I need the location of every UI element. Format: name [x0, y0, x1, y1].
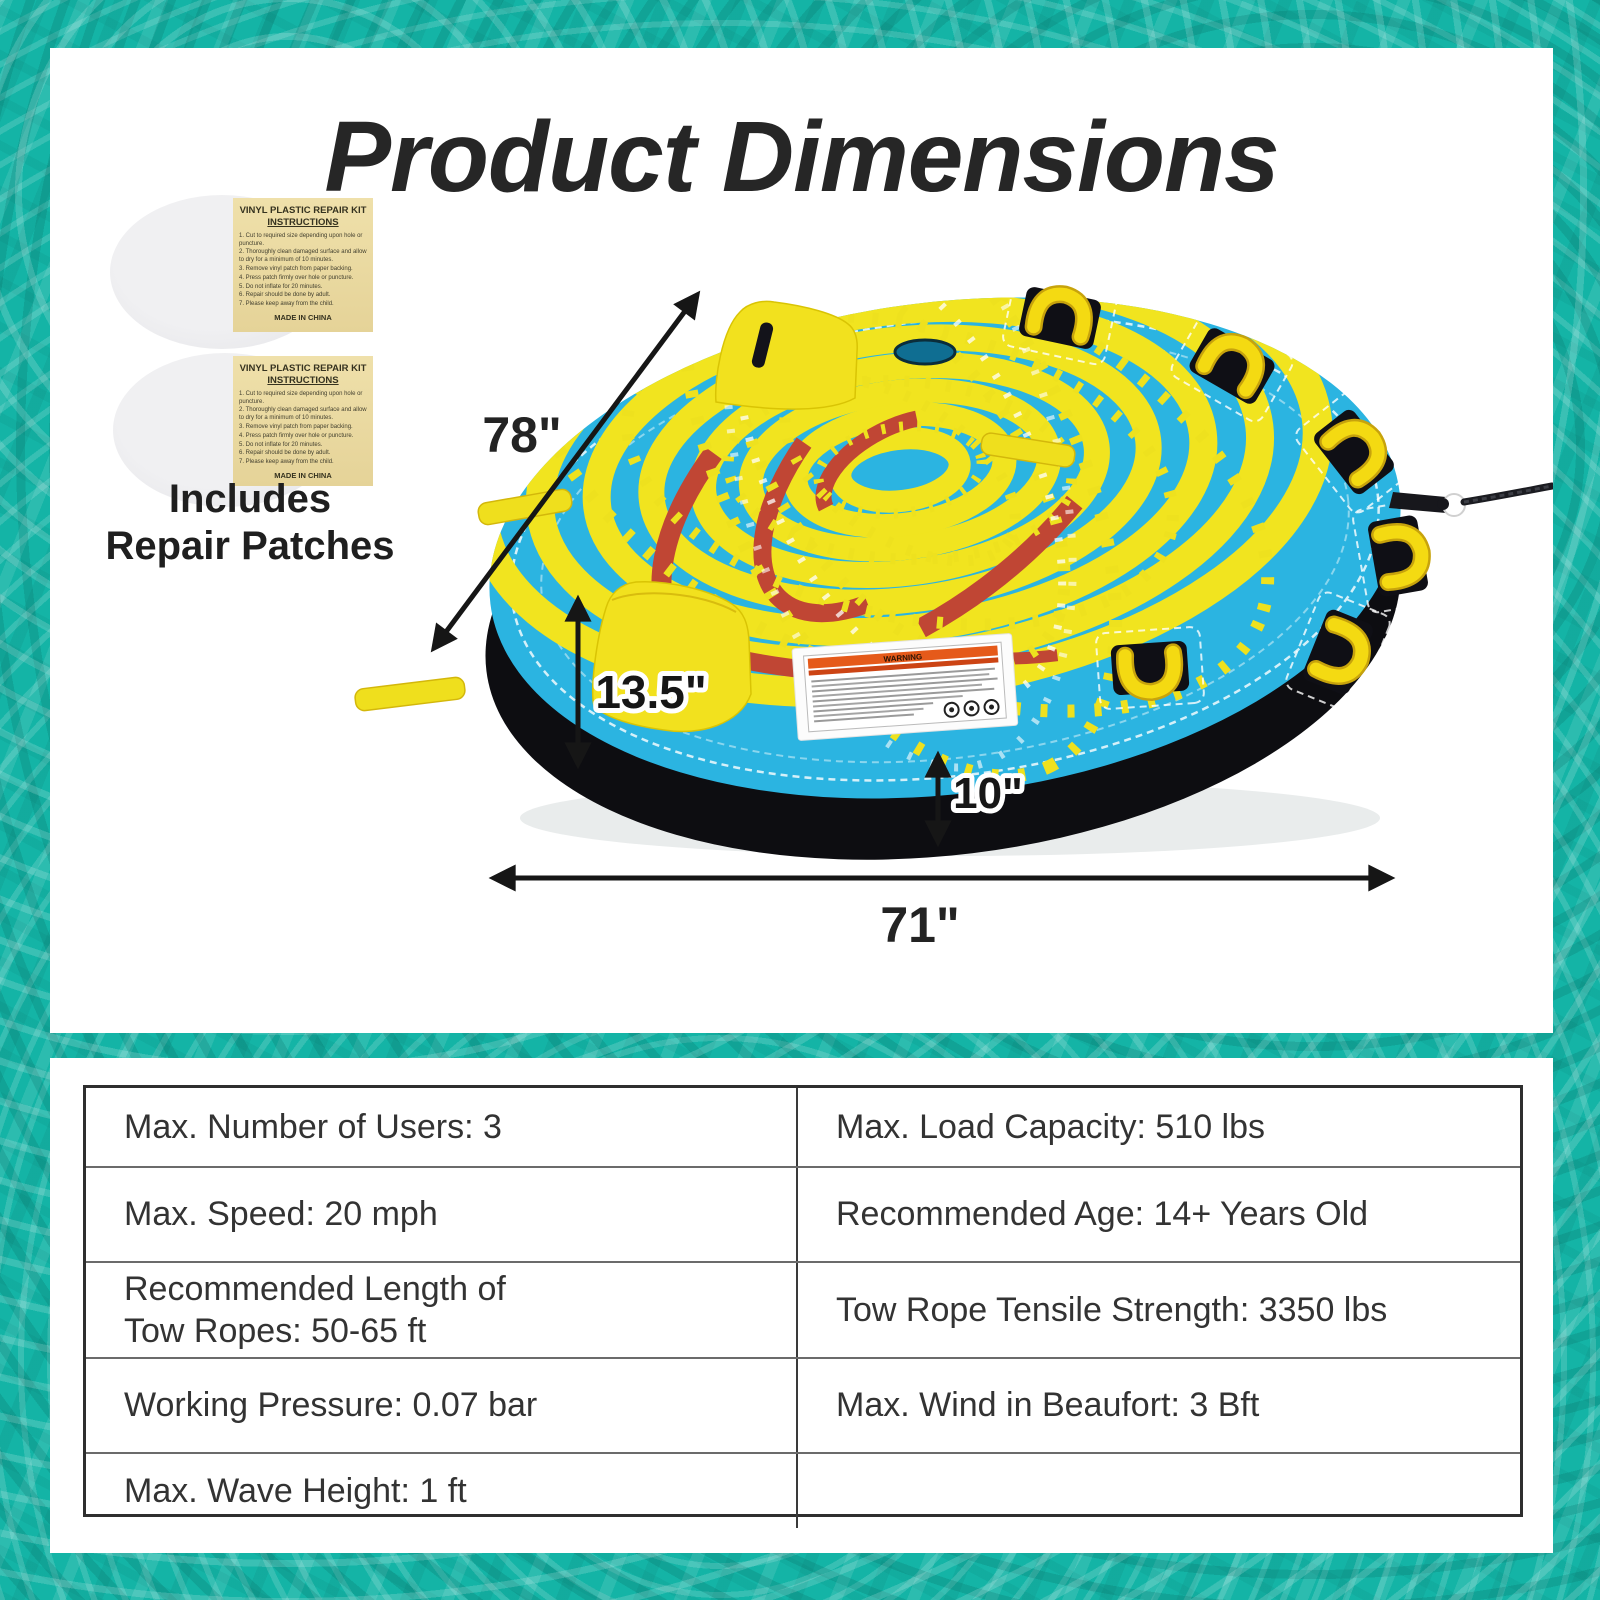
page-title: Product Dimensions: [324, 101, 1279, 213]
repair-kit-label: VINYL PLASTIC REPAIR KIT INSTRUCTIONS 1.…: [233, 198, 373, 332]
deck-strap: [980, 432, 1076, 468]
warning-label: WARNING: [791, 633, 1019, 741]
repair-kit-label-title-line1: VINYL PLASTIC REPAIR KIT: [239, 205, 367, 216]
spec-tensile-strength: Tow Rope Tensile Strength: 3350 lbs: [796, 1263, 1520, 1357]
handle-icon: [1352, 498, 1444, 614]
dimensions-panel: Product Dimensions VINYL PLASTIC REPAIR …: [50, 48, 1553, 1033]
towable-tube-illustration: WARNING: [354, 248, 1553, 953]
made-in-label: MADE IN CHINA: [274, 470, 332, 480]
spec-table: Max. Number of Users: 3 Max. Load Capaci…: [83, 1085, 1523, 1528]
instruction-line: 7. Please keep away from the child.: [239, 301, 334, 308]
table-row: Working Pressure: 0.07 bar Max. Wind in …: [86, 1357, 1520, 1452]
repair-kit-instructions: 1. Cut to required size depending upon h…: [239, 233, 367, 309]
repair-kit-label-title: VINYL PLASTIC REPAIR KIT INSTRUCTIONS: [239, 363, 367, 387]
repair-kit-label-title-line2: INSTRUCTIONS: [267, 216, 339, 228]
instruction-line: 3. Remove vinyl patch from paper backing…: [239, 265, 353, 272]
instruction-line: 7. Please keep away from the child.: [239, 459, 334, 466]
instruction-line: 2. Thoroughly clean damaged surface and …: [239, 407, 367, 422]
spec-tow-rope-length: Recommended Length of Tow Ropes: 50-65 f…: [86, 1263, 796, 1357]
spec-max-wave-height: Max. Wave Height: 1 ft: [86, 1454, 796, 1528]
instruction-line: 4. Press patch firmly over hole or punct…: [239, 432, 354, 439]
tow-rope: [1389, 482, 1553, 517]
spec-text: Working Pressure: 0.07 bar: [124, 1386, 538, 1425]
valve-icon: [893, 338, 957, 366]
table-row: Recommended Length of Tow Ropes: 50-65 f…: [86, 1261, 1520, 1357]
repair-kit-label-title-line1: VINYL PLASTIC REPAIR KIT: [239, 363, 367, 374]
spec-text: Recommended Age: 14+ Years Old: [836, 1195, 1369, 1234]
instruction-line: 1. Cut to required size depending upon h…: [239, 232, 363, 247]
spec-text: Max. Load Capacity: 510 lbs: [836, 1107, 1266, 1146]
repair-kit-label-title-line2: INSTRUCTIONS: [267, 374, 339, 386]
spec-text: Max. Wave Height: 1 ft: [124, 1471, 467, 1510]
instruction-line: 1. Cut to required size depending upon h…: [239, 390, 363, 405]
handle-icon: [1295, 390, 1413, 514]
spec-text: Recommended Length of: [124, 1269, 506, 1308]
spec-recommended-age: Recommended Age: 14+ Years Old: [796, 1168, 1520, 1261]
spec-text: Tow Rope Tensile Strength: 3350 lbs: [836, 1290, 1388, 1329]
spec-empty-cell: [796, 1454, 1520, 1528]
made-in-label: MADE IN CHINA: [274, 312, 332, 322]
spec-working-pressure: Working Pressure: 0.07 bar: [86, 1359, 796, 1452]
instruction-line: 5. Do not inflate for 20 minutes.: [239, 441, 323, 448]
handle-icon: [1285, 591, 1391, 713]
instruction-line: 2. Thoroughly clean damaged surface and …: [239, 249, 367, 264]
backrest-top: [714, 300, 858, 410]
deck-strap: [354, 676, 466, 712]
caption-line1: Includes: [168, 477, 332, 521]
instruction-line: 4. Press patch firmly over hole or punct…: [239, 274, 354, 281]
repair-kit-instructions: 1. Cut to required size depending upon h…: [239, 391, 367, 467]
repair-kit-label-title: VINYL PLASTIC REPAIR KIT INSTRUCTIONS: [239, 205, 367, 229]
spec-load-capacity: Max. Load Capacity: 510 lbs: [796, 1088, 1520, 1166]
table-row: Max. Wave Height: 1 ft: [86, 1452, 1520, 1528]
spec-max-wind: Max. Wind in Beaufort: 3 Bft: [796, 1359, 1520, 1452]
spec-text: Max. Number of Users: 3: [124, 1107, 502, 1146]
caption-line2: Repair Patches: [105, 524, 395, 569]
handle-icon: [1095, 626, 1205, 710]
instruction-line: 6. Repair should be done by adult.: [239, 292, 331, 299]
handle-icon: [1170, 309, 1294, 423]
instruction-line: 3. Remove vinyl patch from paper backing…: [239, 423, 353, 430]
instruction-line: 5. Do not inflate for 20 minutes.: [239, 283, 323, 290]
warning-title: WARNING: [883, 652, 922, 664]
spec-panel: Max. Number of Users: 3 Max. Load Capaci…: [50, 1058, 1553, 1553]
spec-text: Max. Speed: 20 mph: [124, 1195, 438, 1234]
spec-text: Tow Ropes: 50-65 ft: [124, 1312, 427, 1350]
handle-icon: [1002, 270, 1118, 366]
dimension-label-13-5: 13.5": [595, 666, 706, 718]
instruction-line: 6. Repair should be done by adult.: [239, 450, 331, 457]
dimension-arrow-78: [430, 290, 701, 653]
spec-max-speed: Max. Speed: 20 mph: [86, 1168, 796, 1261]
table-row: Max. Speed: 20 mph Recommended Age: 14+ …: [86, 1166, 1520, 1261]
dimension-label-10: 10": [953, 769, 1023, 818]
repair-kit-label: VINYL PLASTIC REPAIR KIT INSTRUCTIONS 1.…: [233, 356, 373, 486]
table-row: Max. Number of Users: 3 Max. Load Capaci…: [86, 1088, 1520, 1166]
spec-max-users: Max. Number of Users: 3: [86, 1088, 796, 1166]
includes-repair-patches-caption: Includes Repair Patches: [60, 476, 440, 570]
dimension-label-78: 78": [482, 407, 561, 463]
dimension-label-71: 71": [880, 897, 959, 953]
warning-icon: [943, 699, 1000, 718]
spec-text: Max. Wind in Beaufort: 3 Bft: [836, 1386, 1260, 1425]
